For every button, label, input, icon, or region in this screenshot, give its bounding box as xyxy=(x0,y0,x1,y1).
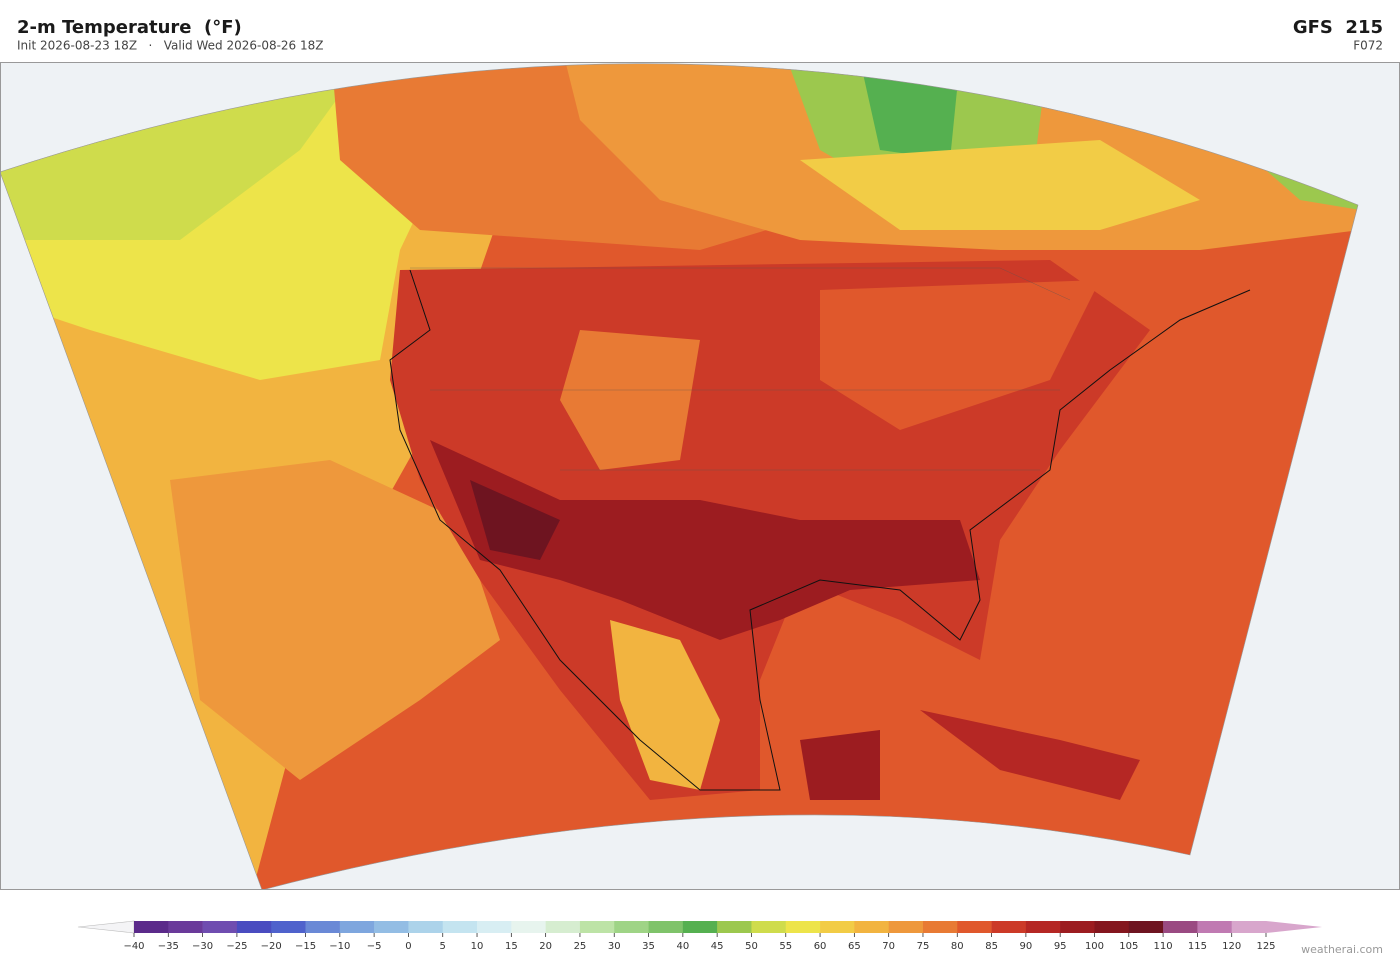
colorbar-tick-label: 25 xyxy=(574,941,587,952)
colorbar-segment xyxy=(374,921,409,933)
colorbar-tick-label: 30 xyxy=(608,941,621,952)
subtitle: Init 2026-08-23 18Z · Valid Wed 2026-08-… xyxy=(17,39,324,53)
colorbar-tick-label: −15 xyxy=(295,941,316,952)
temperature-field xyxy=(0,63,1358,890)
colorbar-tick-label: −30 xyxy=(192,941,213,952)
colorbar-under xyxy=(77,920,135,934)
colorbar-segment xyxy=(1060,921,1095,933)
colorbar-tick-label: 60 xyxy=(814,941,827,952)
colorbar-tick-label: 100 xyxy=(1085,941,1104,952)
colorbar-segment xyxy=(1163,921,1198,933)
colorbar-over xyxy=(1266,921,1322,933)
colorbar-tick-label: 45 xyxy=(711,941,724,952)
colorbar-tick-label: 90 xyxy=(1020,941,1033,952)
colorbar-tick-label: −35 xyxy=(158,941,179,952)
colorbar-segment xyxy=(922,921,958,933)
colorbar-tick-label: −40 xyxy=(123,941,144,952)
colorbar-tick-label: −10 xyxy=(329,941,350,952)
colorbar-segment xyxy=(614,921,649,933)
colorbar-tick-label: 75 xyxy=(917,941,930,952)
colorbar-segment xyxy=(511,921,546,933)
forecast-hour: F072 xyxy=(1353,39,1383,53)
colorbar-tick-label: 0 xyxy=(405,941,411,952)
colorbar-segment xyxy=(1197,921,1232,933)
colorbar-tick-label: 105 xyxy=(1119,941,1138,952)
colorbar-segment xyxy=(854,921,889,933)
colorbar-tick-label: −20 xyxy=(261,941,282,952)
colorbar-tick-label: −5 xyxy=(367,941,382,952)
title: 2-m Temperature (°F) xyxy=(17,17,242,38)
colorbar-tick-label: 50 xyxy=(745,941,758,952)
colorbar-tick-label: 5 xyxy=(440,941,446,952)
colorbar-segment xyxy=(236,921,272,933)
colorbar-tick-label: 120 xyxy=(1222,941,1241,952)
colorbar-segment xyxy=(888,921,924,933)
colorbar-segment xyxy=(202,921,238,933)
colorbar-tick-label: 55 xyxy=(779,941,792,952)
colorbar-segment xyxy=(1025,921,1061,933)
colorbar-tick-label: 80 xyxy=(951,941,964,952)
colorbar-segment xyxy=(785,921,821,933)
colorbar-segment xyxy=(442,921,478,933)
colorbar-segment xyxy=(682,921,718,933)
colorbar-tick-label: 15 xyxy=(505,941,518,952)
colorbar-segment xyxy=(717,921,752,933)
colorbar-segment xyxy=(477,921,512,933)
colorbar-tick-label: 10 xyxy=(471,941,484,952)
colorbar: −40 −35 −30 −25 −20 −15 −10 −5 0 5 10 15 20 25 30 35 40 4… xyxy=(77,920,1322,952)
colorbar-segment xyxy=(168,921,203,933)
colorbar-segment xyxy=(579,921,615,933)
colorbar-segment xyxy=(648,921,684,933)
model-label: GFS 215 xyxy=(1293,17,1383,38)
colorbar-segment xyxy=(408,921,444,933)
colorbar-tick-label: 65 xyxy=(848,941,861,952)
map xyxy=(0,62,1400,890)
colorbar-segment xyxy=(820,921,855,933)
colorbar-tick-label: −25 xyxy=(226,941,247,952)
colorbar-segment xyxy=(1231,921,1267,933)
colorbar-segment xyxy=(991,921,1027,933)
colorbar-tick-label: 35 xyxy=(642,941,655,952)
colorbar-tick-label: 40 xyxy=(676,941,689,952)
colorbar-segment xyxy=(751,921,787,933)
watermark: weatherai.com xyxy=(1301,943,1383,956)
colorbar-segment xyxy=(271,921,306,933)
colorbar-segment xyxy=(957,921,992,933)
colorbar-segment xyxy=(1094,921,1130,933)
colorbar-tick-label: 20 xyxy=(539,941,552,952)
colorbar-segment xyxy=(134,921,169,933)
colorbar-tick-label: 115 xyxy=(1188,941,1207,952)
borders xyxy=(410,267,1071,471)
coastline xyxy=(389,269,1251,791)
colorbar-segment xyxy=(545,921,581,933)
colorbar-segment xyxy=(305,921,341,933)
colorbar-tick-label: 95 xyxy=(1054,941,1067,952)
colorbar-tick-label: 85 xyxy=(985,941,998,952)
colorbar-segment xyxy=(339,921,375,933)
colorbar-tick-label: 110 xyxy=(1154,941,1173,952)
colorbar-segment xyxy=(1128,921,1164,933)
colorbar-tick-label: 70 xyxy=(882,941,895,952)
colorbar-tick-label: 125 xyxy=(1256,941,1275,952)
